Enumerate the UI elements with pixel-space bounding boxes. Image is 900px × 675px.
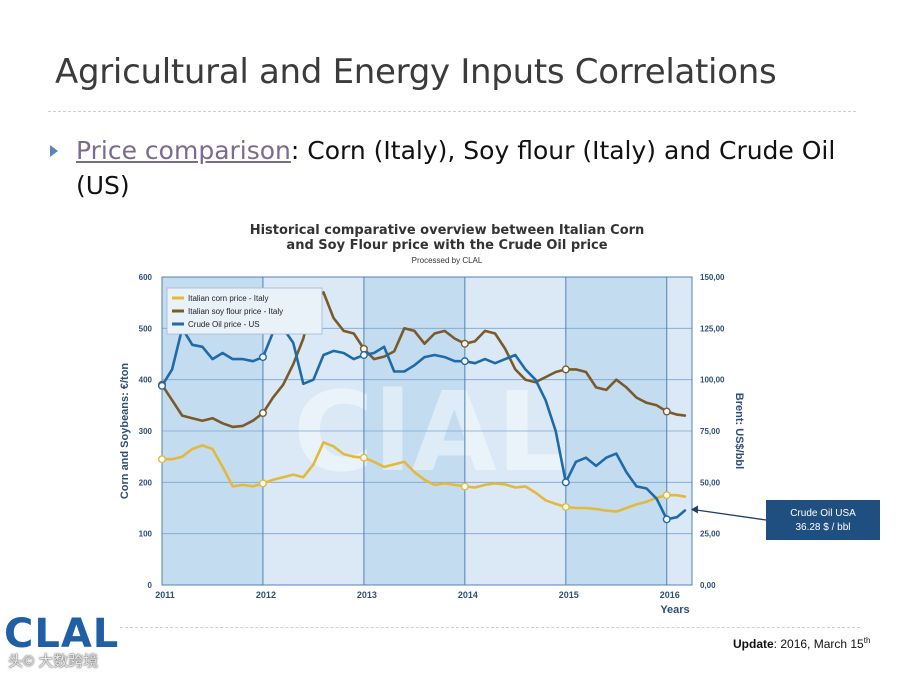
y2-tick-label: 50,00: [700, 478, 721, 487]
soy-series-marker: [662, 407, 671, 416]
y-axis-label: Corn and Soybeans: €/ton: [119, 363, 131, 500]
bullet-arrow-icon: [50, 145, 58, 157]
y-tick-label: 400: [139, 376, 153, 385]
x-tick-label: 2012: [256, 590, 276, 600]
legend-label: Italian corn price - Italy: [188, 294, 268, 303]
x-tick-label: 2015: [559, 590, 579, 600]
title-divider: [48, 111, 856, 112]
corn-series-line: [160, 440, 687, 513]
x-tick-label: 2011: [155, 590, 175, 600]
update-date: : 2016, March 15: [773, 637, 864, 651]
soy-series-marker: [460, 339, 469, 348]
y-tick-label: 0: [148, 581, 153, 590]
y-tick-label: 200: [139, 478, 153, 487]
corn-series-marker: [258, 479, 267, 488]
soy-series-marker: [258, 409, 267, 418]
legend-box: [166, 287, 323, 335]
chart-watermark: ClAL: [293, 368, 567, 496]
footer-divider: [120, 627, 860, 628]
y2-axis-label: Brent: US$/bbl: [733, 393, 745, 469]
oil-series-marker: [662, 515, 671, 524]
annotation-line-2: 36.28 $ / bbl: [795, 522, 850, 533]
x-axis-label: Years: [660, 604, 689, 616]
bullet-description: : Corn (Italy), Soy flour (Italy) and Cr…: [76, 136, 836, 200]
annotation-line-1: Crude Oil USA: [790, 508, 856, 519]
y-tick-label: 600: [139, 273, 153, 282]
y-tick-label: 300: [139, 427, 153, 436]
oil-series-marker: [561, 478, 570, 487]
legend-label: Crude Oil price - US: [188, 320, 260, 329]
corn-series-marker: [359, 453, 368, 462]
y2-tick-label: 0,00: [700, 581, 716, 590]
y2-tick-label: 75,00: [700, 427, 721, 436]
x-tick-label: 2014: [458, 590, 478, 600]
y2-tick-label: 150,00: [700, 273, 725, 282]
watermark: 头© 大数跨境: [8, 653, 99, 670]
soy-series-line: [160, 291, 687, 429]
price-comparison-link[interactable]: Price comparison: [76, 136, 291, 165]
slide-title: Agricultural and Energy Inputs Correlati…: [55, 52, 777, 92]
bullet-text: Price comparison: Corn (Italy), Soy flou…: [76, 133, 836, 203]
oil-series-marker: [359, 351, 368, 360]
legend-label: Italian soy flour price - Italy: [188, 307, 283, 316]
soy-series-marker: [561, 365, 570, 374]
y2-tick-label: 25,00: [700, 530, 721, 539]
x-tick-label: 2013: [357, 590, 377, 600]
y2-tick-label: 100,00: [700, 376, 725, 385]
oil-series-line: [160, 326, 687, 521]
oil-series-marker: [460, 357, 469, 366]
y-tick-label: 500: [139, 324, 153, 333]
corn-series-marker: [561, 502, 570, 511]
annotation-pointer: [692, 508, 767, 521]
chart-title-line-1: Historical comparative overview between …: [250, 223, 645, 238]
annotation-arrowhead: [690, 505, 698, 514]
chart-subtitle: Processed by CLAL: [412, 256, 483, 265]
clal-logo: CLAL: [4, 611, 120, 657]
annotation-box: [766, 500, 880, 540]
corn-series-marker: [157, 455, 166, 464]
corn-series-marker: [662, 491, 671, 500]
update-label: Update: [733, 637, 774, 651]
update-date-suffix: th: [863, 636, 871, 645]
y2-tick-label: 125,00: [700, 324, 725, 333]
plot-frame: [161, 276, 693, 586]
corn-series-marker: [460, 482, 469, 491]
chart-title-line-2: and Soy Flour price with the Crude Oil p…: [286, 238, 607, 253]
update-note: Update: 2016, March 15th: [733, 636, 870, 651]
x-tick-label: 2016: [660, 590, 680, 600]
oil-series-marker: [157, 381, 166, 390]
y-tick-label: 100: [139, 530, 153, 539]
oil-series-marker: [258, 353, 267, 362]
